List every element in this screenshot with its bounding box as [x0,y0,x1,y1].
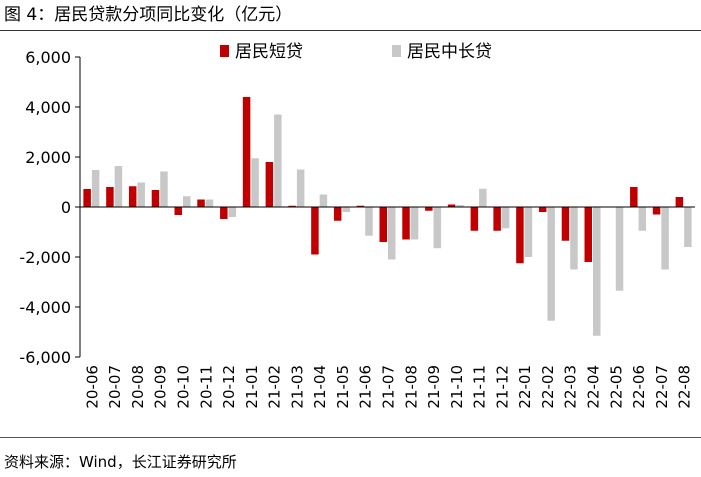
legend-label: 居民短贷 [235,42,303,62]
short-loan-bar-21-12 [493,207,501,231]
short-loan-bar-22-03 [561,207,570,241]
x-tick-label: 20-12 [220,365,238,409]
short-loan-bar-20-08 [128,186,137,207]
long-loan-bar-21-10 [456,205,464,207]
short-loan-bar-21-07 [379,207,387,242]
short-loan-bar-22-01 [516,207,524,264]
short-loan-bar-21-02 [265,162,274,207]
x-tick-label: 22-04 [585,365,603,409]
legend-swatch [392,45,401,57]
y-tick-label: 0 [61,198,71,217]
long-loan-bar-20-09 [160,171,168,207]
short-loan-bar-21-10 [447,204,456,207]
long-loan-bar-20-12 [228,207,237,217]
long-loan-bar-22-04 [593,207,601,336]
long-loan-bar-21-08 [410,207,419,240]
long-loan-bar-20-06 [91,170,100,207]
x-tick-label: 22-07 [653,365,671,409]
short-loan-bar-20-09 [151,190,160,207]
x-tick-label: 20-07 [106,365,124,409]
x-tick-label: 20-06 [83,365,101,409]
long-loan-bar-22-02 [547,207,555,321]
long-loan-bar-21-06 [365,207,373,236]
source-divider [0,437,701,438]
short-loan-bar-21-09 [425,207,433,211]
x-tick-label: 21-02 [266,365,284,409]
x-tick-label: 20-09 [152,365,170,409]
x-tick-label: 21-04 [311,365,329,409]
x-tick-label: 21-06 [357,365,375,409]
x-tick-label: 22-05 [607,365,625,409]
long-loan-bar-22-06 [638,207,647,231]
y-tick-label: -4,000 [19,298,71,317]
x-tick-label: 21-09 [425,365,443,409]
long-loan-bar-21-07 [388,207,396,260]
long-loan-bar-21-09 [433,207,442,249]
y-tick-label: -6,000 [19,348,71,367]
x-tick-label: 21-03 [288,365,306,409]
x-tick-label: 22-01 [516,365,534,409]
short-loan-bar-22-08 [675,197,684,207]
short-loan-bar-20-10 [174,207,182,215]
short-loan-bar-21-03 [288,205,296,207]
short-loan-bar-22-02 [538,207,547,212]
x-tick-label: 21-01 [243,365,261,409]
x-tick-label: 22-03 [562,365,580,409]
short-loan-bar-20-07 [106,187,114,207]
long-loan-bar-21-11 [479,188,487,207]
source-note: 资料来源：Wind，长江证券研究所 [4,453,237,471]
x-tick-label: 22-08 [676,365,694,409]
long-loan-bar-21-05 [342,207,350,212]
long-loan-bar-20-07 [114,166,123,207]
long-loan-bar-21-04 [319,194,328,207]
short-loan-bar-20-11 [197,199,205,207]
short-loan-bar-22-06 [630,187,638,207]
figure-title: 图 4：居民贷款分项同比变化（亿元） [4,5,293,25]
x-tick-label: 22-06 [630,365,648,409]
bars-layer [83,97,692,336]
axes-layer: 6,000 4,000 2,000 0 -2,000 -4,000 -6,000 20-06 2… [19,48,695,409]
long-loan-bar-21-03 [296,169,305,207]
y-tick-label: 4,000 [25,98,71,117]
x-tick-label: 21-05 [334,365,352,409]
bar-chart: 6,000 4,000 2,000 0 -2,000 -4,000 -6,000 20-06 2… [19,42,695,409]
x-tick-label: 21-08 [402,365,420,409]
long-loan-bar-22-05 [615,207,624,291]
short-loan-bar-21-04 [311,207,319,255]
y-tick-label: 6,000 [25,48,71,67]
y-tick-label: 2,000 [25,148,71,167]
y-tick-label: -2,000 [19,248,71,267]
long-loan-bar-22-07 [661,207,669,270]
x-tick-label: 21-07 [380,365,398,409]
long-loan-bar-22-08 [684,207,692,247]
x-tick-label: 20-11 [197,365,215,409]
legend-label: 居民中长贷 [407,42,492,62]
long-loan-bar-20-08 [137,182,145,207]
long-loan-bar-21-01 [251,158,259,207]
short-loan-bar-22-07 [652,207,661,215]
short-loan-bar-21-01 [242,97,251,207]
short-loan-bar-20-06 [83,189,91,207]
legend-swatch [220,45,229,57]
long-loan-bar-21-02 [274,114,282,207]
legend: 居民短贷 居民中长贷 [220,42,492,62]
short-loan-bar-21-05 [333,207,342,221]
x-tick-label: 20-08 [129,365,147,409]
short-loan-bar-21-06 [356,205,365,207]
short-loan-bar-22-04 [584,207,592,262]
short-loan-bar-21-11 [470,207,479,231]
short-loan-bar-21-08 [402,207,410,240]
x-tick-label: 21-10 [448,365,466,409]
long-loan-bar-21-12 [501,207,510,229]
long-loan-bar-22-01 [524,207,533,257]
long-loan-bar-22-03 [570,207,578,270]
long-loan-bar-20-11 [205,199,214,207]
x-tick-label: 21-11 [471,365,489,409]
x-tick-label: 20-10 [175,365,193,409]
long-loan-bar-20-10 [183,196,191,207]
x-tick-label: 22-02 [539,365,557,409]
x-tick-label: 21-12 [493,365,511,409]
short-loan-bar-20-12 [220,207,228,219]
title-divider [0,30,701,31]
